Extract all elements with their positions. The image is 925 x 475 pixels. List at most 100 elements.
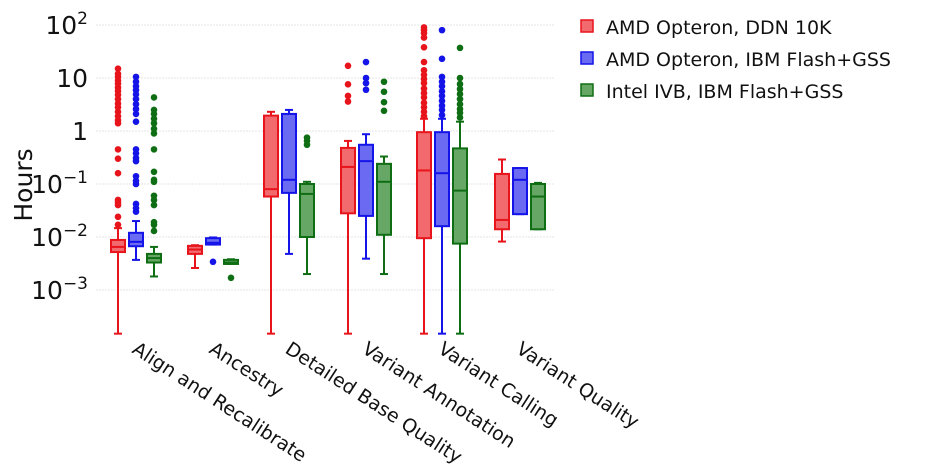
outlier-point	[132, 172, 140, 180]
outlier-point	[380, 88, 388, 96]
outlier-point	[132, 118, 140, 125]
box-2-3	[376, 78, 392, 276]
legend: AMD Opteron, DDN 10K AMD Opteron, IBM Fla…	[580, 17, 891, 103]
outlier-point	[380, 78, 388, 86]
y-tick-label: 10	[56, 64, 88, 93]
box-iqr	[434, 131, 450, 228]
outlier-point	[420, 43, 428, 51]
legend-swatch	[580, 51, 594, 65]
outlier-point	[456, 90, 464, 98]
box-0-1	[187, 244, 203, 270]
outlier-point	[420, 71, 428, 79]
outlier-point	[132, 73, 140, 81]
box-iqr	[128, 231, 144, 248]
outlier-point	[132, 177, 140, 185]
y-axis-ticks: 102 10 1 10−1 10−2 10−3	[31, 9, 88, 305]
outlier-point	[150, 218, 158, 226]
box-2-4	[452, 44, 468, 335]
outlier-point	[438, 73, 446, 81]
outlier-point	[420, 85, 428, 92]
outlier-point	[362, 74, 370, 82]
outlier-point	[438, 26, 446, 34]
outlier-point	[420, 99, 428, 107]
outlier-point	[114, 108, 122, 116]
box-iqr	[376, 162, 392, 236]
outlier-point	[456, 105, 464, 113]
box-0-3	[340, 62, 356, 335]
box-iqr	[416, 131, 432, 240]
outlier-point	[114, 146, 122, 153]
box-0-4	[416, 24, 432, 335]
box-iqr	[205, 237, 221, 246]
outlier-point	[114, 70, 122, 78]
box-2-5	[530, 181, 546, 231]
outlier-point	[456, 85, 464, 93]
y-axis-label: Hours	[9, 148, 38, 221]
outlier-point	[114, 196, 122, 204]
outlier-point	[114, 169, 122, 177]
y-tick-label: 10−3	[31, 274, 88, 305]
box-1-2	[281, 108, 297, 255]
outlier-point	[132, 110, 140, 118]
outlier-point	[420, 66, 428, 74]
outlier-point	[456, 95, 464, 103]
boxes	[110, 24, 546, 335]
outlier-point	[344, 98, 352, 105]
outlier-point	[114, 221, 122, 229]
box-1-5	[512, 167, 528, 216]
outlier-point	[420, 58, 428, 66]
box-iqr	[494, 172, 510, 231]
outlier-point	[150, 115, 158, 123]
outlier-point	[456, 80, 464, 88]
box-2-2	[299, 134, 315, 276]
outlier-point	[150, 192, 158, 200]
outlier-point	[114, 213, 122, 221]
outlier-point	[438, 97, 446, 105]
outlier-point	[114, 155, 122, 163]
outlier-point	[456, 74, 464, 82]
box-iqr	[358, 143, 374, 217]
outlier-point	[438, 111, 446, 119]
box-2-0	[146, 94, 162, 278]
outlier-point	[456, 114, 464, 121]
y-tick-label: 10−1	[31, 168, 88, 199]
box-iqr	[299, 183, 315, 238]
outlier-point	[209, 258, 217, 266]
outlier-point	[344, 81, 352, 88]
outlier-point	[438, 78, 446, 86]
outlier-point	[132, 78, 140, 86]
outlier-point	[114, 65, 122, 72]
outlier-point	[150, 168, 158, 176]
box-1-1	[205, 236, 221, 266]
outlier-point	[420, 108, 428, 116]
box-iqr	[452, 147, 468, 245]
outlier-point	[227, 274, 235, 282]
outlier-point	[438, 92, 446, 100]
outlier-point	[150, 176, 158, 184]
outlier-point	[132, 95, 140, 103]
legend-swatch	[580, 19, 594, 33]
outlier-point	[132, 100, 140, 108]
outlier-point	[456, 44, 464, 52]
box-0-2	[263, 110, 279, 335]
outlier-point	[150, 201, 158, 209]
y-tick-label: 102	[45, 9, 88, 40]
outlier-point	[150, 106, 158, 114]
outlier-point	[420, 24, 428, 31]
outlier-point	[344, 62, 352, 70]
box-iqr	[281, 112, 297, 194]
y-tick-label: 10−2	[31, 221, 88, 252]
box-2-1	[223, 258, 239, 282]
outlier-point	[438, 102, 446, 110]
box-1-3	[358, 58, 374, 260]
outlier-point	[150, 125, 158, 133]
box-1-4	[434, 26, 450, 335]
outlier-point	[150, 130, 158, 137]
outlier-point	[344, 92, 352, 100]
outlier-point	[150, 146, 158, 153]
gridlines	[96, 24, 555, 291]
outlier-point	[438, 88, 446, 95]
outlier-point	[456, 100, 464, 108]
box-0-5	[494, 158, 510, 243]
